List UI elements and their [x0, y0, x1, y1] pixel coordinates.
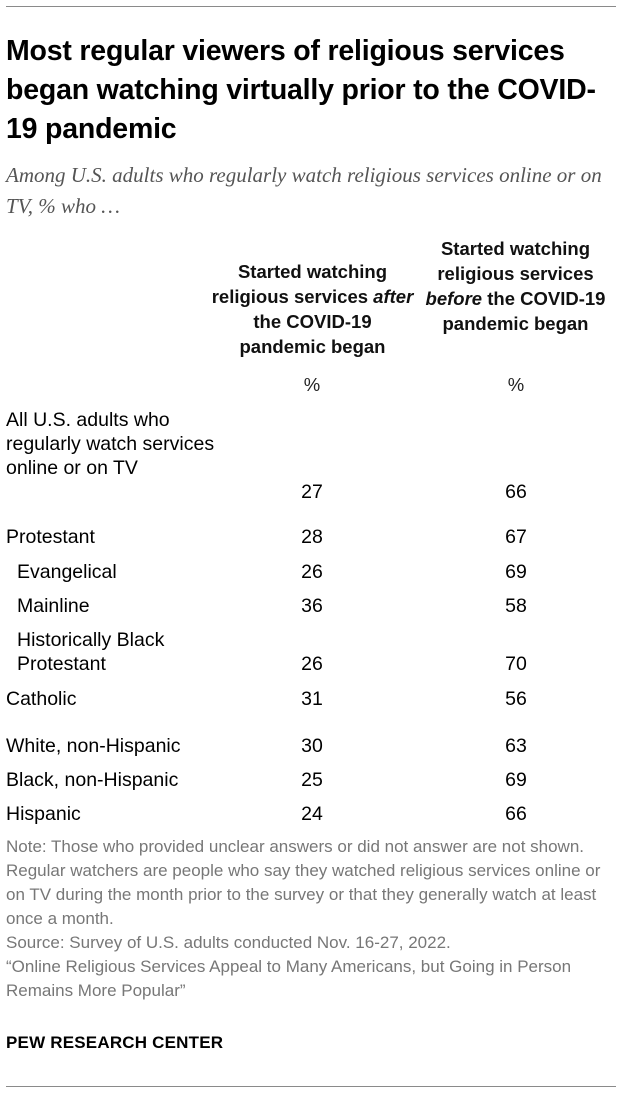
value-after-historically-black-protestant: 26 — [301, 653, 323, 675]
chart-footnote: Note: Those who provided unclear answers… — [6, 835, 614, 1003]
report-title: “Online Religious Services Appeal to Man… — [6, 957, 572, 1000]
row-label-protestant: Protestant — [6, 526, 95, 548]
column-header-before-post: the COVID-19 pandemic began — [442, 288, 606, 334]
value-before-evangelical: 69 — [505, 561, 527, 583]
column-header-after-post: the COVID-19 pandemic began — [239, 311, 386, 357]
row-label-black-non-hispanic: Black, non-Hispanic — [6, 769, 179, 791]
column-header-after-emphasis: after — [373, 286, 414, 307]
value-before-all-adults: 66 — [505, 481, 527, 503]
column-header-after: Started watching religious services afte… — [210, 259, 415, 359]
value-before-mainline: 58 — [505, 595, 527, 617]
top-rule — [6, 6, 616, 7]
value-after-white-non-hispanic: 30 — [301, 735, 323, 757]
chart-subtitle: Among U.S. adults who regularly watch re… — [6, 163, 602, 218]
chart-title: Most regular viewers of religious servic… — [6, 35, 596, 145]
pew-research-center-logo: PEW RESEARCH CENTER — [6, 1033, 224, 1052]
row-label-all-adults: All U.S. adults who regularly watch serv… — [6, 409, 215, 479]
value-after-mainline: 36 — [301, 595, 323, 617]
value-before-hispanic: 66 — [505, 803, 527, 825]
value-after-evangelical: 26 — [301, 561, 323, 583]
value-before-black-non-hispanic: 69 — [505, 769, 527, 791]
value-after-black-non-hispanic: 25 — [301, 769, 323, 791]
row-label-hispanic: Hispanic — [6, 803, 81, 825]
column-unit-before: % — [507, 374, 525, 395]
value-after-protestant: 28 — [301, 526, 323, 548]
bottom-rule — [6, 1086, 616, 1087]
column-header-before: Started watching religious services befo… — [412, 236, 619, 336]
value-before-catholic: 56 — [505, 688, 527, 710]
row-label-white-non-hispanic: White, non-Hispanic — [6, 735, 181, 757]
column-header-before-pre: Started watching religious services — [437, 238, 594, 284]
row-label-evangelical: Evangelical — [17, 561, 117, 583]
value-before-white-non-hispanic: 63 — [505, 735, 527, 757]
row-label-mainline: Mainline — [17, 595, 90, 617]
source-text: Source: Survey of U.S. adults conducted … — [6, 933, 451, 952]
column-header-after-pre: Started watching religious services — [211, 261, 388, 307]
value-after-hispanic: 24 — [301, 803, 323, 825]
row-label-catholic: Catholic — [6, 688, 77, 710]
value-before-protestant: 67 — [505, 526, 527, 548]
value-after-catholic: 31 — [301, 688, 323, 710]
value-after-all-adults: 27 — [301, 481, 323, 503]
column-unit-after: % — [303, 374, 321, 395]
row-label-historically-black-protestant: Historically Black Protestant — [17, 629, 165, 675]
note-text: Note: Those who provided unclear answers… — [6, 837, 601, 928]
column-header-before-emphasis: before — [425, 288, 483, 309]
value-before-historically-black-protestant: 70 — [505, 653, 527, 675]
